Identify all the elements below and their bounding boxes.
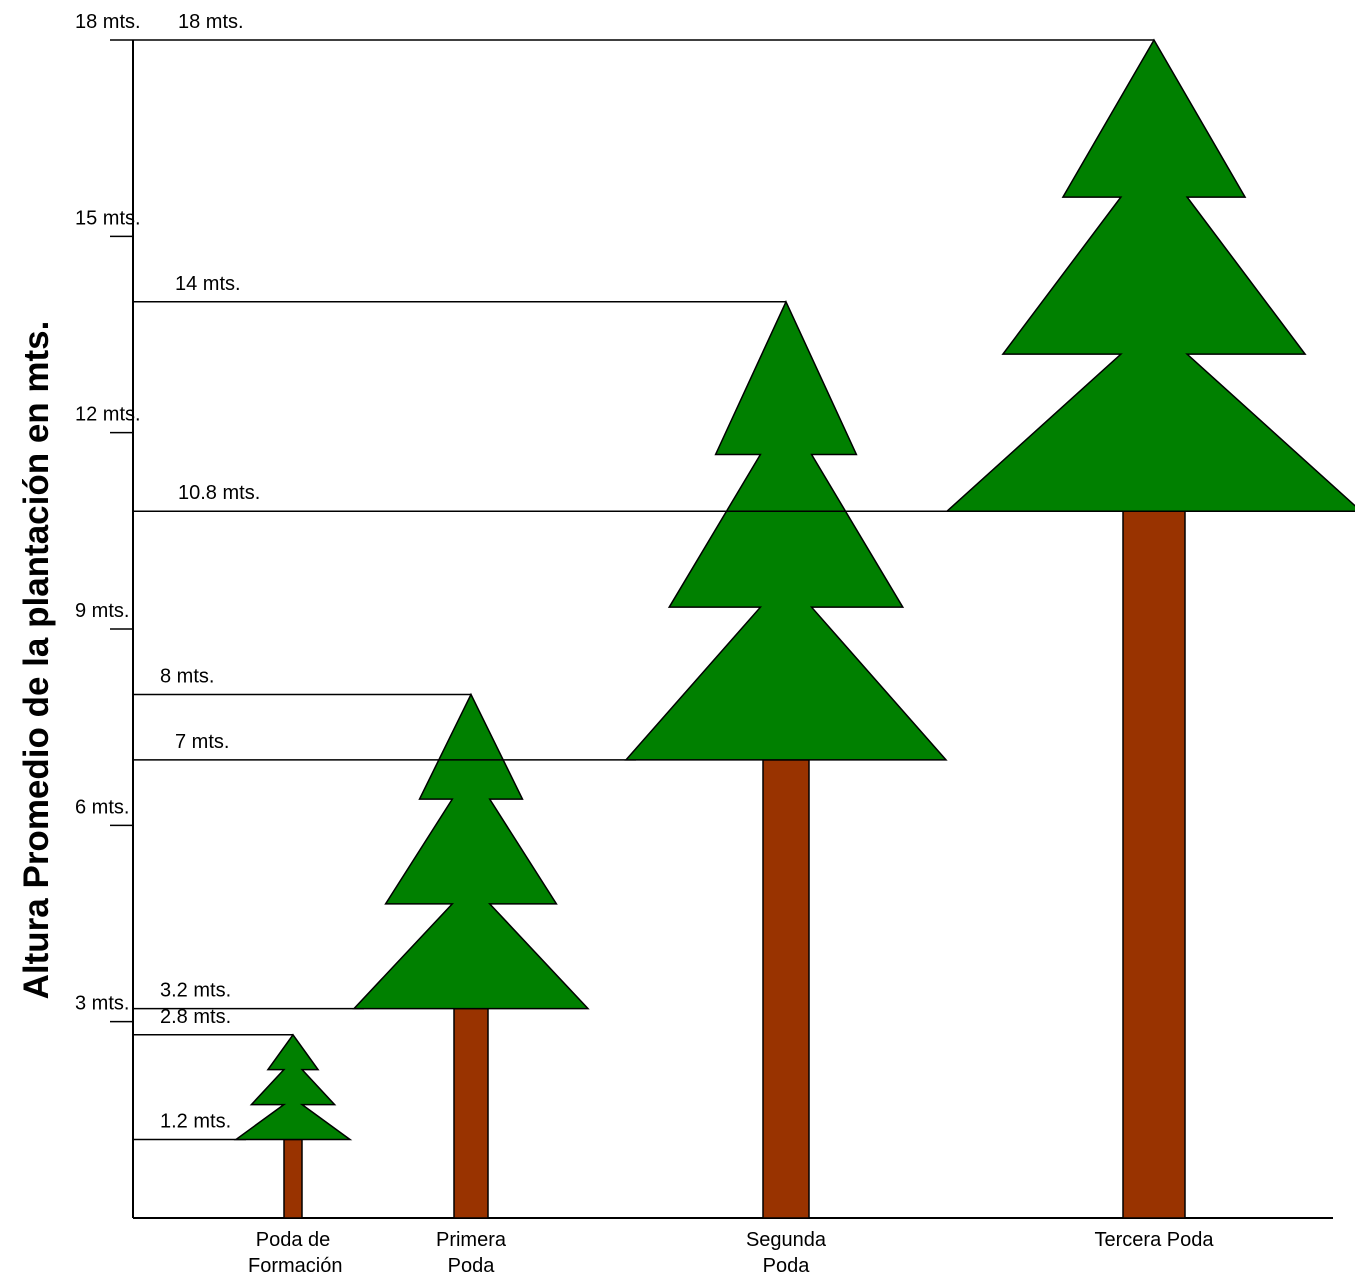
height-label: 14 mts.: [175, 273, 241, 295]
height-label: 8 mts.: [160, 665, 214, 687]
y-tick-label: 18 mts.: [75, 11, 141, 33]
pruning-label: 1.2 mts.: [160, 1110, 231, 1132]
x-tick-label: Poda de Formación: [248, 1229, 343, 1277]
pruning-label: 3.2 mts.: [160, 980, 231, 1002]
height-label: 18 mts.: [178, 11, 244, 33]
trunk: [762, 759, 810, 1219]
y-tick-label: 9 mts.: [75, 600, 129, 622]
y-tick-label: 12 mts.: [75, 404, 141, 426]
pruning-label: 7 mts.: [175, 731, 229, 753]
crown: [624, 299, 948, 761]
trunk: [453, 1007, 489, 1219]
trunk: [1122, 510, 1186, 1219]
y-tick-label: 15 mts.: [75, 207, 141, 229]
trunk: [283, 1138, 303, 1219]
x-tick-label: Segunda Poda: [745, 1229, 827, 1277]
x-tick-label: Primera Poda: [435, 1229, 506, 1277]
crown: [945, 38, 1355, 512]
y-tick-label: 3 mts.: [75, 993, 129, 1015]
y-tick-label: 6 mts.: [75, 796, 129, 818]
x-tick-label: Tercera Poda: [1094, 1229, 1214, 1251]
crown: [352, 692, 590, 1010]
height-label: 2.8 mts.: [160, 1006, 231, 1028]
pruning-label: 10.8 mts.: [178, 482, 260, 504]
crown: [233, 1033, 353, 1141]
y-axis-title: Altura Promedio de la plantación en mts.: [17, 321, 56, 1000]
